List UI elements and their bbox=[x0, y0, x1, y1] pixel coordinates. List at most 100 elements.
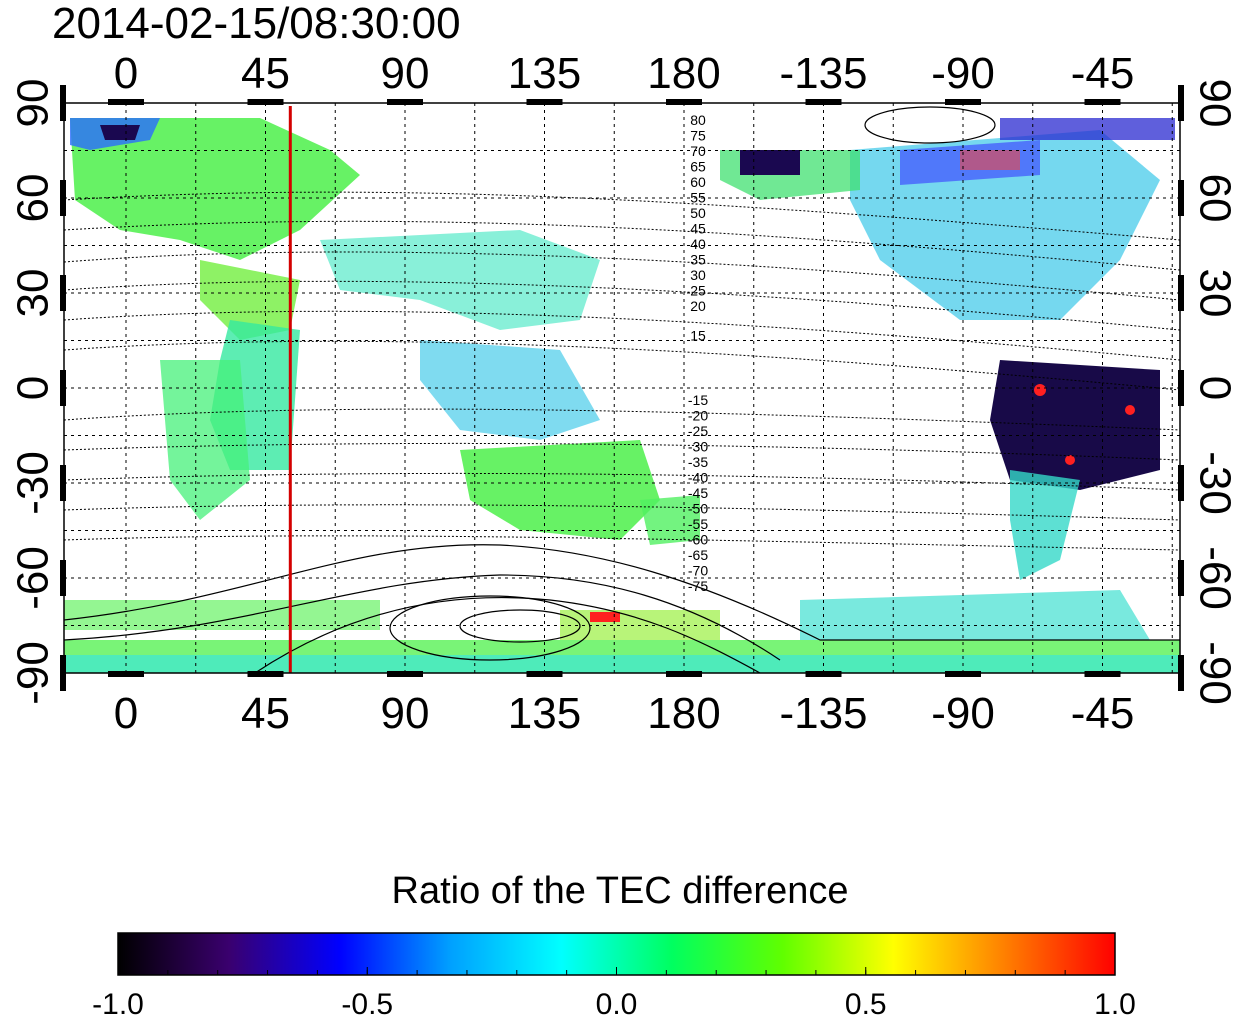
left-tick-mark-5 bbox=[60, 560, 66, 596]
right-tick-mark-4 bbox=[1178, 465, 1184, 501]
bottom-lon-tick-2: 90 bbox=[381, 689, 430, 738]
top-lon-tick-3: 135 bbox=[508, 49, 581, 98]
left-tick-mark-2 bbox=[60, 275, 66, 311]
right-lat-tick-0: 90 bbox=[1190, 79, 1239, 128]
contour-label-n-7: 45 bbox=[690, 221, 706, 237]
contour-label-n-1: 75 bbox=[690, 128, 706, 144]
timestamp: 2014-02-15/08:30:00 bbox=[52, 0, 461, 48]
colorbar-tick-label-3: 0.5 bbox=[845, 988, 887, 1021]
bottom-lon-tick-6: -90 bbox=[931, 689, 995, 738]
colorbar-tick-label-0: -1.0 bbox=[92, 988, 144, 1021]
contour-label-s-7: -50 bbox=[688, 501, 708, 517]
contour-label-n-4: 60 bbox=[690, 174, 706, 190]
contour-label-s-6: -45 bbox=[688, 485, 708, 501]
contour-label-s-9: -60 bbox=[688, 532, 708, 548]
left-lat-tick-1: 60 bbox=[9, 174, 58, 223]
contour-label-s-1: -20 bbox=[688, 408, 708, 424]
bottom-tick-mark-3 bbox=[526, 671, 563, 677]
contour-label-n-13: 15 bbox=[690, 328, 706, 344]
right-tick-mark-0 bbox=[1178, 85, 1184, 121]
left-lat-tick-0: 90 bbox=[9, 79, 58, 128]
left-tick-mark-1 bbox=[60, 180, 66, 216]
contour-label-n-9: 35 bbox=[690, 252, 706, 268]
contour-label-n-11: 25 bbox=[690, 283, 706, 299]
top-tick-mark-5 bbox=[805, 99, 842, 105]
bottom-lon-tick-1: 45 bbox=[241, 689, 290, 738]
contour-label-s-3: -30 bbox=[688, 439, 708, 455]
contour-label-n-0: 80 bbox=[690, 112, 706, 128]
contour-label-n-8: 40 bbox=[690, 236, 706, 252]
right-lat-tick-6: -90 bbox=[1190, 641, 1239, 705]
bottom-lon-tick-3: 135 bbox=[508, 689, 581, 738]
top-tick-mark-3 bbox=[526, 99, 563, 105]
contour-label-s-8: -55 bbox=[688, 516, 708, 532]
colorbar-tick-label-2: 0.0 bbox=[596, 988, 638, 1021]
colorbar-title: Ratio of the TEC difference bbox=[391, 870, 849, 912]
bottom-tick-mark-7 bbox=[1084, 671, 1121, 677]
left-lat-tick-4: -30 bbox=[9, 451, 58, 515]
contour-label-s-2: -25 bbox=[688, 423, 708, 439]
bottom-tick-mark-0 bbox=[108, 671, 144, 677]
top-tick-mark-4 bbox=[666, 99, 702, 105]
bottom-tick-mark-1 bbox=[247, 671, 284, 677]
top-tick-mark-7 bbox=[1084, 99, 1121, 105]
contour-label-s-0: -15 bbox=[688, 392, 708, 408]
top-tick-mark-2 bbox=[387, 99, 423, 105]
top-lon-tick-6: -90 bbox=[931, 49, 995, 98]
bottom-tick-mark-6 bbox=[945, 671, 981, 677]
top-lon-tick-1: 45 bbox=[241, 49, 290, 98]
contour-label-s-5: -40 bbox=[688, 470, 708, 486]
contour-label-s-4: -35 bbox=[688, 454, 708, 470]
top-lon-tick-7: -45 bbox=[1071, 49, 1135, 98]
right-lat-tick-5: -60 bbox=[1190, 546, 1239, 610]
bottom-lon-tick-7: -45 bbox=[1071, 689, 1135, 738]
bottom-lon-tick-5: -135 bbox=[779, 689, 867, 738]
colorbar-tick-label-1: -0.5 bbox=[341, 988, 393, 1021]
contour-label-n-12: 20 bbox=[690, 298, 706, 314]
top-lon-tick-5: -135 bbox=[779, 49, 867, 98]
contour-label-n-10: 30 bbox=[690, 267, 706, 283]
bottom-lon-tick-4: 180 bbox=[647, 689, 720, 738]
right-tick-mark-5 bbox=[1178, 560, 1184, 596]
left-lat-tick-3: 0 bbox=[9, 376, 58, 400]
tec-data-layer bbox=[64, 118, 1180, 673]
contour-label-s-11: -70 bbox=[688, 563, 708, 579]
bottom-tick-mark-5 bbox=[805, 671, 842, 677]
left-lat-tick-6: -90 bbox=[9, 641, 58, 705]
contour-label-n-2: 70 bbox=[690, 143, 706, 159]
right-tick-mark-1 bbox=[1178, 180, 1184, 216]
top-lon-tick-0: 0 bbox=[114, 49, 138, 98]
right-tick-mark-2 bbox=[1178, 275, 1184, 311]
left-tick-mark-4 bbox=[60, 465, 66, 501]
top-lon-tick-4: 180 bbox=[647, 49, 720, 98]
right-lat-tick-1: 60 bbox=[1190, 174, 1239, 223]
right-lat-tick-2: 30 bbox=[1190, 269, 1239, 318]
contour-label-n-5: 55 bbox=[690, 190, 706, 206]
bottom-tick-mark-4 bbox=[666, 671, 702, 677]
colorbar-ticks: -1.0 -0.5 0.0 0.5 1.0 bbox=[92, 967, 1136, 1021]
map-axes: 0045459090135135180180-135-135-90-90-45-… bbox=[9, 49, 1240, 738]
left-tick-mark-0 bbox=[60, 85, 66, 121]
top-tick-mark-0 bbox=[108, 99, 144, 105]
left-lat-tick-2: 30 bbox=[9, 269, 58, 318]
right-tick-mark-6 bbox=[1178, 655, 1184, 691]
colorbar-tick-label-4: 1.0 bbox=[1094, 988, 1136, 1021]
left-tick-mark-3 bbox=[60, 370, 66, 406]
top-lon-tick-2: 90 bbox=[381, 49, 430, 98]
right-lat-tick-3: 0 bbox=[1190, 376, 1239, 400]
contour-label-n-6: 50 bbox=[690, 205, 706, 221]
right-lat-tick-4: -30 bbox=[1190, 451, 1239, 515]
bottom-tick-mark-2 bbox=[387, 671, 423, 677]
left-tick-mark-6 bbox=[60, 655, 66, 691]
contour-label-n-3: 65 bbox=[690, 159, 706, 175]
top-tick-mark-6 bbox=[945, 99, 981, 105]
right-tick-mark-3 bbox=[1178, 370, 1184, 406]
contour-label-s-10: -65 bbox=[688, 547, 708, 563]
contour-lines bbox=[64, 106, 1180, 673]
left-lat-tick-5: -60 bbox=[9, 546, 58, 610]
bottom-lon-tick-0: 0 bbox=[114, 689, 138, 738]
contour-label-s-12: -75 bbox=[688, 578, 708, 594]
top-tick-mark-1 bbox=[247, 99, 284, 105]
